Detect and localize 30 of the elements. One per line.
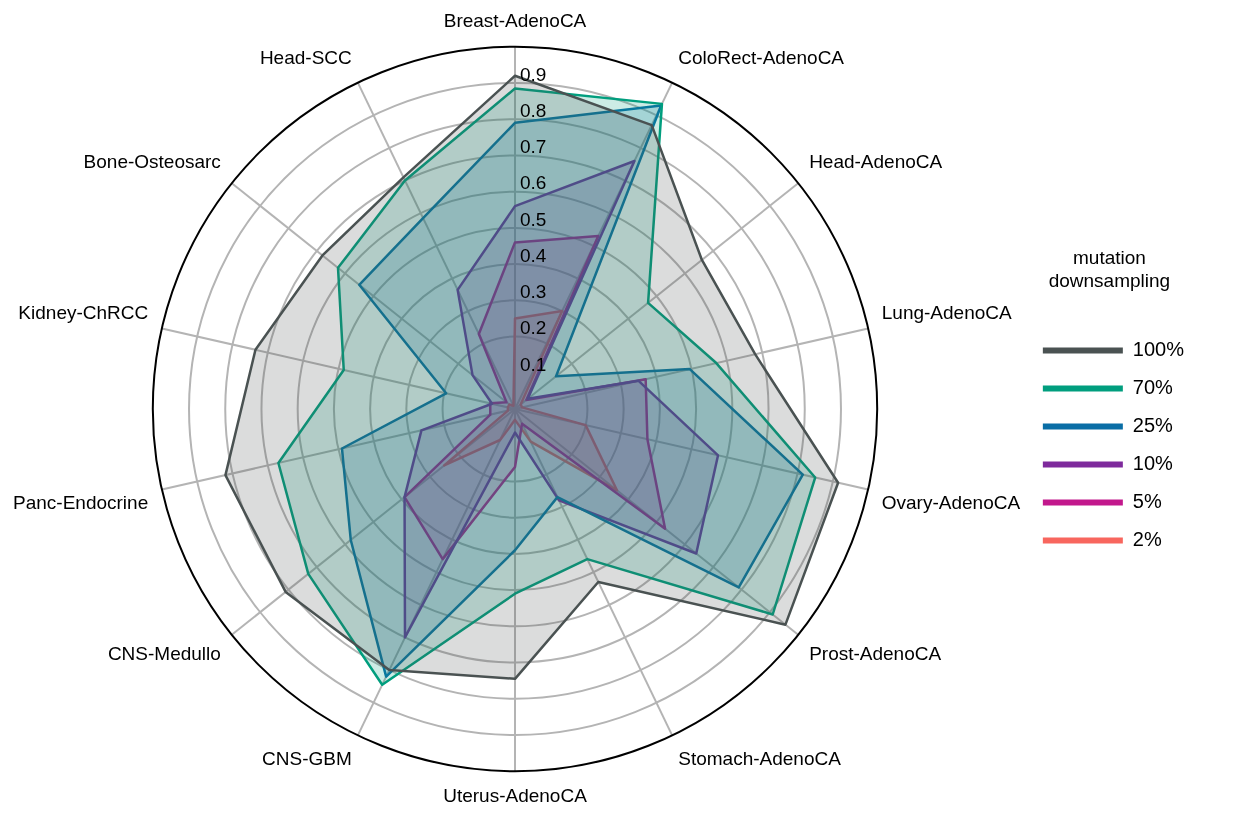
y-tick-label: 0.2 [520,317,547,339]
spoke-label: Breast-AdenoCA [443,9,587,31]
y-tick-label: 0.7 [520,136,547,158]
legend-label: 2% [1132,527,1162,550]
y-tick-label: 0.3 [520,281,547,303]
spoke-label: Lung-AdenoCA [881,302,1013,324]
spoke-label: Ovary-AdenoCA [881,492,1021,514]
spoke-label: CNS-Medullo [107,643,221,665]
y-tick-label: 0.1 [520,353,547,375]
spoke-label: Uterus-AdenoCA [443,784,588,806]
legend-label: 5% [1132,489,1162,512]
spoke-label: ColoRect-AdenoCA [678,46,845,68]
y-tick-label: 0.4 [520,244,547,266]
legend-label: 70% [1132,375,1174,398]
spoke-label: Bone-Osteosarc [83,151,221,173]
y-tick-label: 0.9 [520,63,547,85]
legend-label: 10% [1132,451,1174,474]
spoke-label: Panc-Endocrine [13,492,149,514]
spoke-label: Prost-AdenoCA [809,643,942,665]
spoke-label: Head-SCC [259,46,352,68]
y-tick-label: 0.8 [520,99,547,121]
spoke-label: CNS-GBM [262,747,352,769]
y-tick-label: 0.5 [520,208,547,230]
legend-label: 25% [1132,413,1174,436]
legend-label: 100% [1132,337,1185,360]
spoke-label: Kidney-ChRCC [18,302,149,324]
spoke-label: Head-AdenoCA [809,151,943,173]
y-tick-label: 0.6 [520,172,547,194]
legend-title: mutation downsampling [1048,247,1171,292]
spoke-label: Stomach-AdenoCA [678,747,842,769]
